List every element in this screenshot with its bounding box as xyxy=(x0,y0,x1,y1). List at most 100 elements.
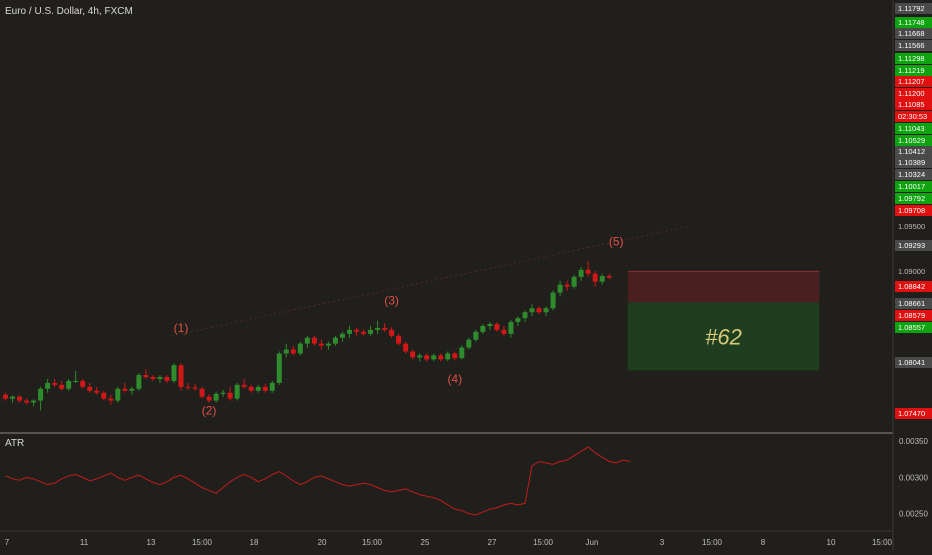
price-axis-label: 1.11748 xyxy=(898,18,925,27)
candle[interactable] xyxy=(283,349,289,354)
candle[interactable] xyxy=(417,355,423,358)
candle[interactable] xyxy=(508,322,514,334)
price-axis-label: 1.09500 xyxy=(898,222,925,231)
take-profit-zone xyxy=(627,302,820,371)
candle[interactable] xyxy=(431,355,437,360)
candle[interactable] xyxy=(24,400,30,403)
candle[interactable] xyxy=(473,331,479,340)
candle[interactable] xyxy=(592,273,598,282)
candle[interactable] xyxy=(501,329,507,334)
candle[interactable] xyxy=(129,388,135,391)
candle[interactable] xyxy=(241,384,247,387)
candle[interactable] xyxy=(164,377,170,381)
candle[interactable] xyxy=(94,390,100,393)
candle[interactable] xyxy=(157,377,163,379)
candle[interactable] xyxy=(585,269,591,274)
candle[interactable] xyxy=(487,324,493,326)
candle[interactable] xyxy=(255,386,261,391)
candle[interactable] xyxy=(73,380,79,382)
candle[interactable] xyxy=(269,382,275,391)
candle[interactable] xyxy=(45,382,51,389)
candle[interactable] xyxy=(178,365,184,387)
candle[interactable] xyxy=(311,337,317,344)
candle[interactable] xyxy=(108,398,114,401)
candle[interactable] xyxy=(143,375,149,378)
candle[interactable] xyxy=(290,349,296,354)
candle[interactable] xyxy=(206,396,212,401)
candle[interactable] xyxy=(115,388,121,401)
price-axis-label: 1.08041 xyxy=(898,358,925,367)
time-axis-label: 20 xyxy=(318,538,327,547)
candle[interactable] xyxy=(452,353,458,359)
candle[interactable] xyxy=(410,351,416,358)
time-axis-label: 11 xyxy=(80,538,89,547)
candle[interactable] xyxy=(318,343,324,346)
candle[interactable] xyxy=(262,386,268,391)
candle[interactable] xyxy=(368,329,374,334)
candle[interactable] xyxy=(522,312,528,319)
candle[interactable] xyxy=(382,327,388,330)
candle[interactable] xyxy=(213,393,219,401)
candle[interactable] xyxy=(325,343,331,346)
candle[interactable] xyxy=(87,386,93,391)
candle[interactable] xyxy=(66,380,72,389)
candle[interactable] xyxy=(332,337,338,344)
candle[interactable] xyxy=(354,329,359,332)
candle[interactable] xyxy=(578,269,584,277)
candle[interactable] xyxy=(80,380,86,387)
candle[interactable] xyxy=(438,355,444,360)
candle[interactable] xyxy=(529,308,535,313)
candle[interactable] xyxy=(171,365,177,381)
candle[interactable] xyxy=(557,284,563,293)
candle[interactable] xyxy=(550,292,556,309)
price-badge xyxy=(895,281,932,292)
wave-label: (5) xyxy=(609,234,624,248)
candle[interactable] xyxy=(459,347,465,359)
candle[interactable] xyxy=(396,335,402,344)
candle[interactable] xyxy=(361,331,367,334)
candle[interactable] xyxy=(136,375,142,389)
candle[interactable] xyxy=(248,386,254,391)
candle[interactable] xyxy=(346,329,352,334)
candle[interactable] xyxy=(101,392,107,399)
candle[interactable] xyxy=(122,388,128,391)
price-badge xyxy=(895,28,932,39)
candle[interactable] xyxy=(199,388,205,397)
candle[interactable] xyxy=(276,353,282,383)
candle[interactable] xyxy=(606,276,612,278)
candle[interactable] xyxy=(227,392,233,399)
candle[interactable] xyxy=(150,377,156,379)
candle[interactable] xyxy=(52,382,58,385)
atr-axis-label: 0.00300 xyxy=(899,473,928,482)
candle[interactable] xyxy=(494,324,500,330)
candle[interactable] xyxy=(480,325,486,332)
candle[interactable] xyxy=(564,284,570,287)
candle[interactable] xyxy=(536,308,542,313)
candle[interactable] xyxy=(304,337,310,344)
candle[interactable] xyxy=(543,308,549,313)
candle[interactable] xyxy=(375,327,381,330)
candle[interactable] xyxy=(389,329,395,336)
candle[interactable] xyxy=(3,394,8,399)
candle[interactable] xyxy=(466,339,472,348)
candle[interactable] xyxy=(10,396,16,399)
candle[interactable] xyxy=(192,387,198,389)
candle[interactable] xyxy=(38,388,44,401)
candle[interactable] xyxy=(599,276,605,282)
candle[interactable] xyxy=(424,355,430,360)
price-axis-label: 1.09293 xyxy=(898,241,925,250)
candle[interactable] xyxy=(185,386,191,388)
candle[interactable] xyxy=(220,392,226,394)
candle[interactable] xyxy=(515,318,521,323)
candle[interactable] xyxy=(59,384,65,389)
price-badge xyxy=(895,17,932,28)
candle[interactable] xyxy=(31,400,37,403)
candle[interactable] xyxy=(297,343,303,354)
candle[interactable] xyxy=(403,343,409,352)
candle[interactable] xyxy=(234,384,240,399)
candle[interactable] xyxy=(445,353,451,360)
candle[interactable] xyxy=(17,396,23,401)
candle[interactable] xyxy=(571,276,577,287)
candle[interactable] xyxy=(339,333,345,338)
